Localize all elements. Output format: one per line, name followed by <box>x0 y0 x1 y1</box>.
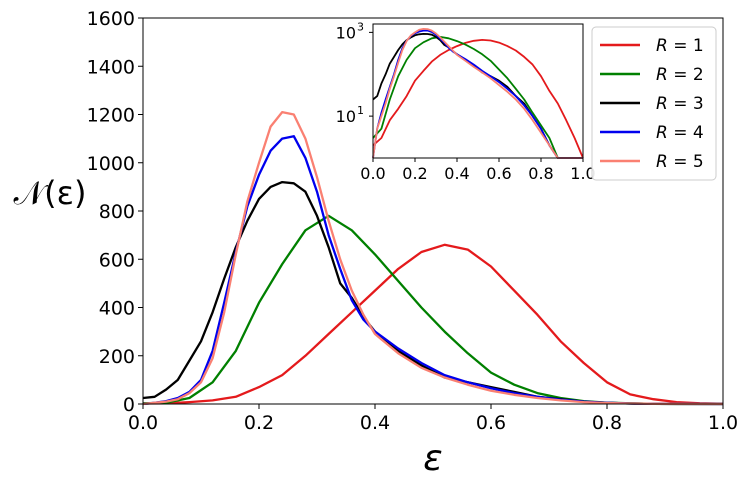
inset-x-tick-label: 0.0 <box>360 164 385 183</box>
main-y-tick-label: 800 <box>99 201 135 223</box>
main-x-ticks: 0.0 0.2 0.4 0.6 0.8 1.0 <box>128 404 738 434</box>
inset-x-tick-label: 0.6 <box>486 164 511 183</box>
legend-label-var: R <box>656 36 668 56</box>
legend-label-value: 1 <box>693 36 704 56</box>
inset-series-group <box>372 27 584 159</box>
legend-label-eq: = <box>668 36 693 56</box>
main-x-tick-label: 0.0 <box>128 412 158 434</box>
legend-label-r4: R = 4 <box>656 123 704 143</box>
y-axis-label: 𝒩(ε) <box>14 174 87 212</box>
legend-label-eq: = <box>668 65 693 85</box>
inset-series-line-r5 <box>372 27 583 159</box>
main-x-tick-label: 0.2 <box>244 412 274 434</box>
legend-label-eq: = <box>668 94 693 114</box>
inset-y-tick-base: 10 <box>336 107 356 126</box>
legend-label-r5: R = 5 <box>656 152 704 172</box>
inset-y-tick-base: 10 <box>336 23 356 42</box>
legend-label-value: 4 <box>693 123 704 143</box>
main-x-tick-label: 0.6 <box>476 412 506 434</box>
main-y-tick-label: 1600 <box>87 8 135 30</box>
legend-label-var: R <box>656 152 668 172</box>
legend-label-r3: R = 3 <box>656 94 704 114</box>
main-x-tick-label: 1.0 <box>708 412 738 434</box>
inset-x-tick-label: 0.4 <box>444 164 469 183</box>
main-y-tick-label: 1400 <box>87 56 135 78</box>
legend-label-r2: R = 2 <box>656 65 704 85</box>
series-line-r5 <box>142 110 724 406</box>
legend-frame <box>591 26 717 181</box>
main-y-tick-label: 0 <box>123 394 135 416</box>
main-y-ticks: 0 200 400 600 800 1000 1200 1400 1600 <box>87 8 143 416</box>
main-y-tick-label: 600 <box>99 249 135 271</box>
inset-plot-frame <box>372 23 584 159</box>
inset-series-line-r2 <box>372 36 583 159</box>
inset-y-tick-label: 10 <box>336 107 356 126</box>
legend-label-value: 5 <box>693 152 704 172</box>
main-x-tick-label: 0.4 <box>360 412 390 434</box>
legend-label-var: R <box>656 65 668 85</box>
legend-label-value: 3 <box>693 94 704 114</box>
legend-label-eq: = <box>668 123 693 143</box>
inset-x-tick-label: 0.8 <box>528 164 553 183</box>
main-series-group <box>142 110 724 406</box>
legend-label-r1: R = 1 <box>656 36 704 56</box>
legend-label-var: R <box>656 123 668 143</box>
main-y-tick-label: 400 <box>99 298 135 320</box>
inset-y-tick-exponent: 3 <box>357 20 364 33</box>
legend-items: R = 1R = 2R = 3R = 4R = 5 <box>600 36 704 172</box>
legend-label-eq: = <box>668 152 693 172</box>
legend: R = 1R = 2R = 3R = 4R = 5 <box>591 26 717 181</box>
inset-y-tick-label: 10 <box>336 23 356 42</box>
inset-x-ticks: 0.0 0.2 0.4 0.6 0.8 1.0 <box>360 158 596 183</box>
inset-y-tick-exponent: 1 <box>357 104 364 117</box>
main-x-tick-label: 0.8 <box>592 412 622 434</box>
main-y-tick-label: 1000 <box>87 153 135 175</box>
inset-series-line-r1 <box>372 39 584 159</box>
series-line-r1 <box>142 243 724 405</box>
main-y-tick-label: 1200 <box>87 105 135 127</box>
legend-label-value: 2 <box>693 65 704 85</box>
main-y-tick-label: 200 <box>99 346 135 368</box>
inset-x-tick-label: 1.0 <box>570 164 595 183</box>
x-axis-label: ε <box>423 438 442 479</box>
legend-label-var: R <box>656 94 668 114</box>
inset-x-tick-label: 0.2 <box>402 164 427 183</box>
